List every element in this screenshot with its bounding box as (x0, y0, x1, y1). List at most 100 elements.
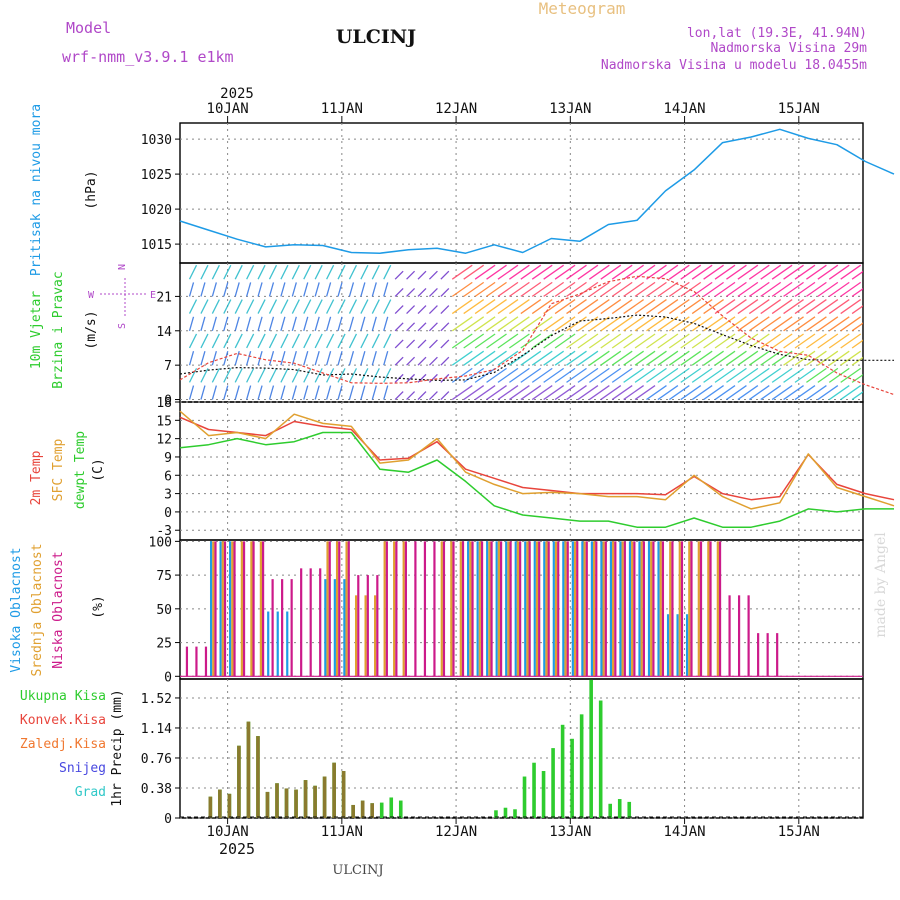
cloud-high-bar (514, 541, 517, 677)
wind-arrow (280, 333, 289, 349)
precip-conv-bar (351, 804, 355, 818)
cloud-high-bar (495, 541, 498, 677)
precip-panel: 0 0.38 0.76 1.14 1.52 (141, 678, 864, 827)
wind-unit: (m/s) (84, 310, 99, 349)
elevation-label: Nadmorska Visina 29m (710, 41, 867, 56)
wind-arrow (394, 270, 404, 280)
wind-arrow (851, 339, 863, 349)
wind-arrow (486, 333, 507, 349)
precip-legend-item: Konvek.Kisa (20, 713, 106, 728)
wind-arrow (760, 299, 782, 315)
wind-arrow (646, 385, 667, 401)
wind-arrow (463, 299, 485, 315)
wind-arrow (291, 316, 297, 331)
wind-arrow (211, 282, 217, 297)
wind-arrow (771, 350, 793, 366)
wind-arrow (257, 368, 266, 383)
wind-arrow (246, 264, 255, 280)
wind-arrow (531, 385, 553, 401)
wind-arrow (691, 350, 713, 366)
wind-arrow (188, 333, 198, 349)
wind-arrow (714, 367, 736, 383)
cloud-high-bar (229, 541, 232, 677)
wind-arrow (383, 333, 392, 349)
wind-arrow (234, 350, 240, 366)
cloud-low-bar (557, 541, 560, 677)
wind-arrow (714, 281, 736, 297)
wind-arrow (371, 350, 377, 366)
wind-arrow (314, 299, 323, 314)
wind-arrow (223, 316, 229, 331)
year-label-bottom: 2025 (219, 840, 255, 858)
wind-arrow (246, 368, 255, 383)
wind-arrow (886, 334, 900, 348)
precip-total-bar (627, 801, 632, 818)
wind-arrow (634, 385, 656, 401)
cloud-high-bar (685, 614, 689, 677)
wind-arrow (223, 385, 229, 400)
cloud-high-bar (562, 541, 565, 677)
wind-arrow (303, 264, 312, 280)
wind-arrow (234, 333, 243, 349)
wind-arrow (840, 333, 862, 349)
wind-arrow (840, 316, 862, 332)
wind-arrow (268, 385, 275, 400)
cloud-high-bar (219, 541, 222, 677)
wind-arrow (875, 265, 895, 279)
wind-arrow (657, 299, 679, 315)
wind-arrow (314, 368, 323, 383)
wind-arrow (531, 367, 553, 383)
wind-arrow (577, 333, 599, 349)
wind-arrow (394, 287, 404, 297)
wind-arrow (817, 299, 839, 315)
wind-arrow (280, 385, 286, 400)
wind-arrow (371, 264, 380, 280)
wind-arrow (200, 282, 206, 297)
wind-arrow (188, 350, 195, 366)
cloud-mid-bar (259, 541, 262, 677)
wind-arrow (864, 368, 884, 382)
pressure-ytick-label: 1015 (141, 238, 172, 253)
wind-arrow (348, 264, 358, 280)
precip-conv-bar (341, 771, 346, 818)
wind-arrow (371, 282, 377, 297)
wind-arrow (703, 367, 724, 383)
wind-arrow (440, 287, 450, 297)
wind-arrow (280, 350, 286, 366)
wind-arrow (474, 264, 496, 280)
wind-arrow (383, 385, 389, 400)
wind-arrow (588, 350, 610, 366)
cloud-mid-bar (678, 541, 681, 677)
wind-arrow (486, 367, 507, 383)
cloud-low-bar (271, 579, 274, 677)
wind-arrow (371, 316, 377, 331)
wind-arrow (486, 264, 507, 280)
wind-arrow (864, 317, 884, 331)
wind-arrow (748, 333, 770, 349)
wind-arrow (588, 281, 610, 297)
wind-arrow (303, 299, 312, 314)
top-date-label: 12JAN (435, 101, 477, 117)
wind-arrow (428, 356, 438, 366)
wind-arrow (714, 299, 736, 315)
cloud-mid-bar (383, 541, 386, 677)
wind-direction-key-icon: N W E S (88, 264, 156, 329)
precip-conv-bar (256, 736, 260, 818)
cloud-high-bar (543, 541, 546, 677)
wind-arrow (691, 385, 713, 401)
wind-arrow (634, 367, 656, 383)
cloud-low-bar (461, 541, 465, 677)
product-title: Meteogram (539, 0, 626, 18)
cloud-low-bar (766, 633, 769, 677)
wind-arrow (509, 281, 530, 297)
wind-arrow (200, 299, 209, 314)
wind-arrow (737, 281, 759, 297)
wind-arrow (303, 385, 309, 400)
wind-arrow (703, 264, 724, 280)
wind-arrow (737, 299, 759, 315)
cloud-low-bar (185, 646, 189, 677)
cloud-high-ylabel: Visoka Oblacnost (9, 547, 24, 672)
wind-arrow (543, 367, 565, 383)
wind-arrow (840, 264, 862, 280)
